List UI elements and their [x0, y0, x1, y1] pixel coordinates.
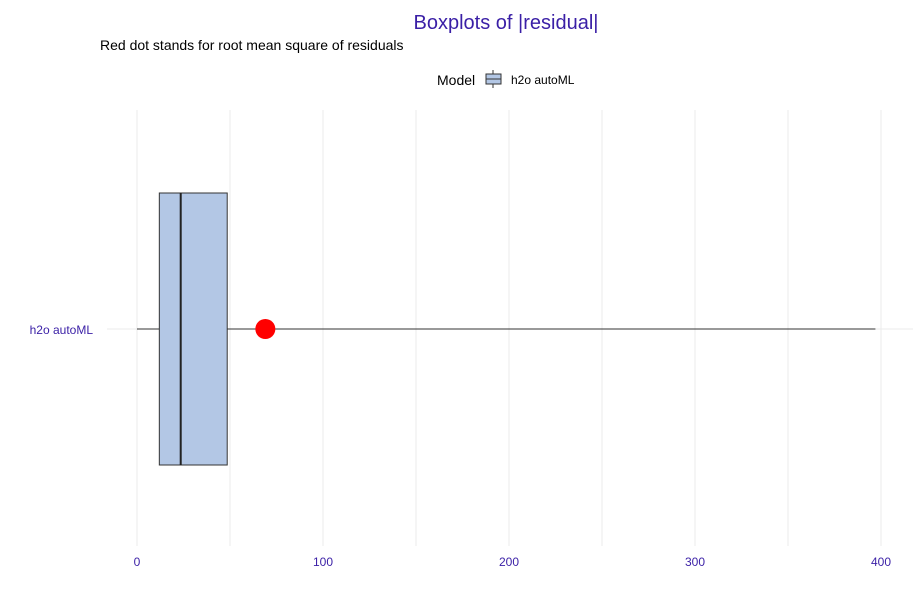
chart-subtitle: Red dot stands for root mean square of r… — [100, 37, 404, 53]
x-axis: 0 100 200 300 400 — [134, 555, 892, 569]
x-tick-label: 400 — [871, 555, 891, 569]
x-tick-label: 0 — [134, 555, 141, 569]
x-tick-label: 300 — [685, 555, 705, 569]
box-layer — [137, 192, 876, 466]
chart-title: Boxplots of |residual| — [414, 12, 599, 34]
rms-point — [255, 319, 276, 339]
legend-title: Model — [437, 72, 475, 88]
iqr-box — [158, 192, 228, 466]
y-axis: h2o autoML — [30, 323, 94, 337]
x-tick-label: 200 — [499, 555, 519, 569]
y-tick-label: h2o autoML — [30, 323, 94, 337]
x-tick-label: 100 — [313, 555, 333, 569]
legend: Model h2o autoML — [437, 70, 575, 88]
legend-key-icon — [485, 70, 502, 88]
grid — [107, 110, 913, 546]
legend-label: h2o autoML — [511, 73, 575, 87]
